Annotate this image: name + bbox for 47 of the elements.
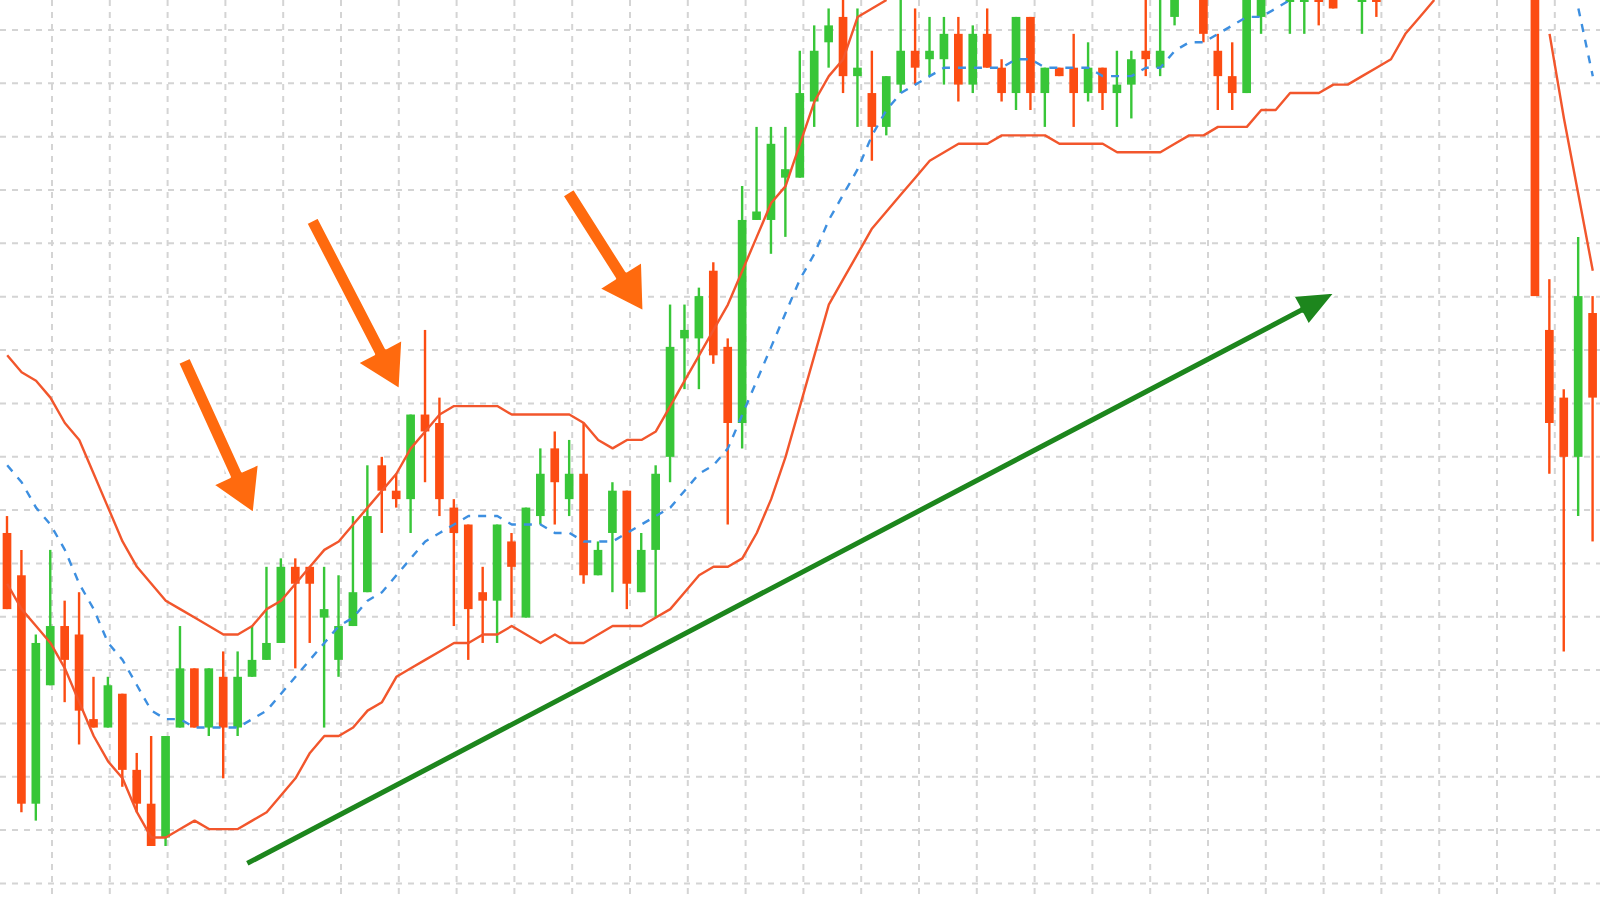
candlestick bbox=[910, 7, 920, 86]
candlestick bbox=[1170, 0, 1179, 27]
candlestick bbox=[1372, 0, 1381, 19]
candlestick bbox=[377, 455, 387, 535]
candlestick bbox=[1141, 0, 1151, 78]
candlestick bbox=[680, 303, 689, 391]
candlestick bbox=[391, 472, 401, 509]
candlestick bbox=[1126, 49, 1136, 120]
candlestick bbox=[939, 15, 949, 86]
candlestick bbox=[60, 599, 69, 704]
candlestick bbox=[290, 557, 300, 670]
candlestick bbox=[535, 447, 545, 526]
candlestick bbox=[564, 438, 574, 518]
candlestick bbox=[752, 125, 761, 222]
candlestick bbox=[982, 7, 992, 69]
candlestick bbox=[1213, 32, 1223, 112]
candlestick bbox=[132, 751, 142, 814]
candlestick bbox=[478, 565, 488, 645]
candlestick bbox=[925, 15, 934, 78]
candlestick bbox=[1256, 0, 1266, 36]
candlestick bbox=[1227, 41, 1237, 112]
candlestick bbox=[1199, 0, 1208, 44]
candlestick bbox=[1314, 0, 1324, 27]
candlestick bbox=[1357, 0, 1367, 36]
candlestick bbox=[262, 565, 271, 662]
candlestick bbox=[305, 565, 315, 645]
candlestick bbox=[636, 531, 646, 594]
candlestick bbox=[334, 574, 343, 678]
candlestick bbox=[103, 675, 113, 729]
candlestick bbox=[319, 565, 329, 729]
candlestick bbox=[1069, 32, 1079, 129]
candlestick bbox=[824, 7, 833, 69]
candlestick bbox=[608, 481, 617, 594]
candlestick bbox=[593, 540, 603, 577]
candlestick bbox=[1040, 66, 1050, 129]
candlestick bbox=[89, 675, 98, 729]
candlestick bbox=[507, 531, 516, 619]
candlestick bbox=[694, 286, 704, 391]
candlestick bbox=[550, 430, 560, 526]
candlestick bbox=[1299, 0, 1309, 36]
candlestick bbox=[896, 0, 906, 95]
candlestick bbox=[997, 58, 1006, 103]
candlestick bbox=[247, 624, 257, 678]
candlestick bbox=[853, 7, 862, 129]
candlestick bbox=[348, 514, 358, 628]
candlestick bbox=[867, 49, 877, 162]
candlestick bbox=[781, 125, 790, 239]
